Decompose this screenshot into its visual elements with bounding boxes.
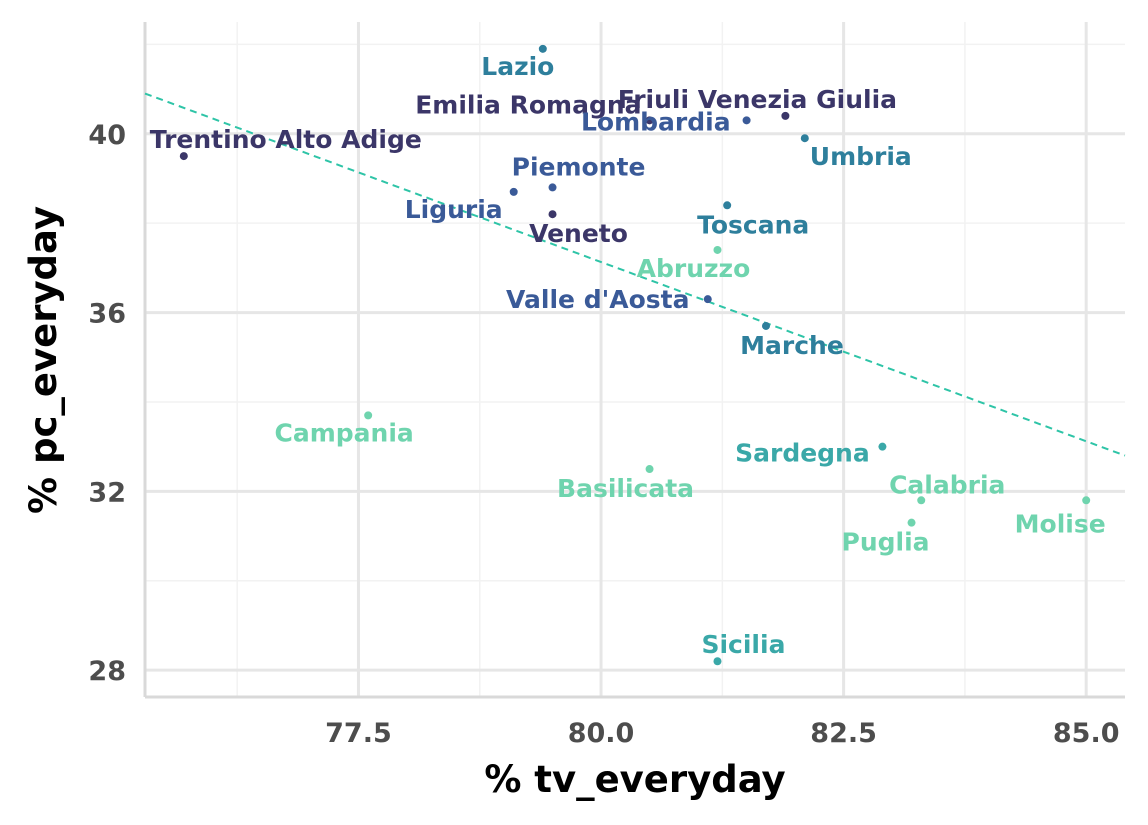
x-axis-title: % tv_everyday <box>484 758 785 801</box>
point-label-abruzzo: Abruzzo <box>637 254 751 283</box>
point-label-valle-d-aosta: Valle d'Aosta <box>506 285 689 314</box>
point-label-umbria: Umbria <box>810 142 912 171</box>
point-lombardia <box>742 116 751 125</box>
point-friuli-venezia-giulia <box>781 111 790 120</box>
point-basilicata <box>645 465 654 474</box>
x-tick-label: 85.0 <box>1053 718 1120 749</box>
y-tick-label: 40 <box>88 120 126 151</box>
point-sardegna <box>878 442 887 451</box>
x-tick-label: 77.5 <box>325 718 392 749</box>
point-label-campania: Campania <box>275 418 414 447</box>
point-toscana <box>723 201 732 210</box>
point-sicilia <box>713 657 722 666</box>
trendline-group <box>144 92 1126 457</box>
point-campania <box>364 411 373 420</box>
point-marche <box>761 321 770 330</box>
point-liguria <box>509 187 518 196</box>
point-label-marche: Marche <box>740 331 844 360</box>
point-piemonte <box>548 183 557 192</box>
point-label-emilia-romagna: Emilia Romagna <box>415 90 641 119</box>
point-puglia <box>907 518 916 527</box>
y-tick-label: 36 <box>88 299 126 330</box>
point-label-calabria: Calabria <box>889 470 1005 499</box>
y-tick-label: 32 <box>88 477 126 508</box>
point-umbria <box>800 134 809 143</box>
point-label-piemonte: Piemonte <box>512 152 646 181</box>
point-label-trentino-alto-adige: Trentino Alto Adige <box>150 125 422 154</box>
grid-lines <box>145 22 1125 697</box>
point-label-sardegna: Sardegna <box>735 439 870 468</box>
point-lazio <box>538 44 547 53</box>
point-calabria <box>917 496 926 505</box>
trendline <box>144 92 1126 457</box>
point-label-liguria: Liguria <box>405 195 503 224</box>
point-label-sicilia: Sicilia <box>701 630 785 659</box>
x-tick-label: 80.0 <box>568 718 635 749</box>
point-label-lazio: Lazio <box>481 52 554 81</box>
points-group <box>179 44 1091 666</box>
point-abruzzo <box>713 245 722 254</box>
point-label-veneto: Veneto <box>529 219 628 248</box>
point-veneto <box>548 210 557 219</box>
point-label-puglia: Puglia <box>842 528 930 557</box>
point-label-friuli-venezia-giulia: Friuli Venezia Giulia <box>618 85 897 114</box>
point-label-toscana: Toscana <box>697 210 809 239</box>
point-label-lombardia: Lombardia <box>581 107 731 136</box>
point-molise <box>1082 496 1091 505</box>
x-tick-label: 82.5 <box>810 718 877 749</box>
point-label-molise: Molise <box>1015 509 1106 538</box>
point-emilia-romagna <box>645 116 654 125</box>
tick-labels-group: 77.5 80.0 82.5 85.0 28 32 36 40 <box>88 120 1119 749</box>
point-trentino-alto-adige <box>179 152 188 161</box>
point-valle-d-aosta <box>703 295 712 304</box>
point-labels-group: Trentino Alto Adige Emilia RomagnaFriuli … <box>150 52 1106 659</box>
point-label-basilicata: Basilicata <box>557 474 694 503</box>
y-axis-title: % pc_everyday <box>22 206 65 514</box>
y-tick-label: 28 <box>88 656 126 687</box>
